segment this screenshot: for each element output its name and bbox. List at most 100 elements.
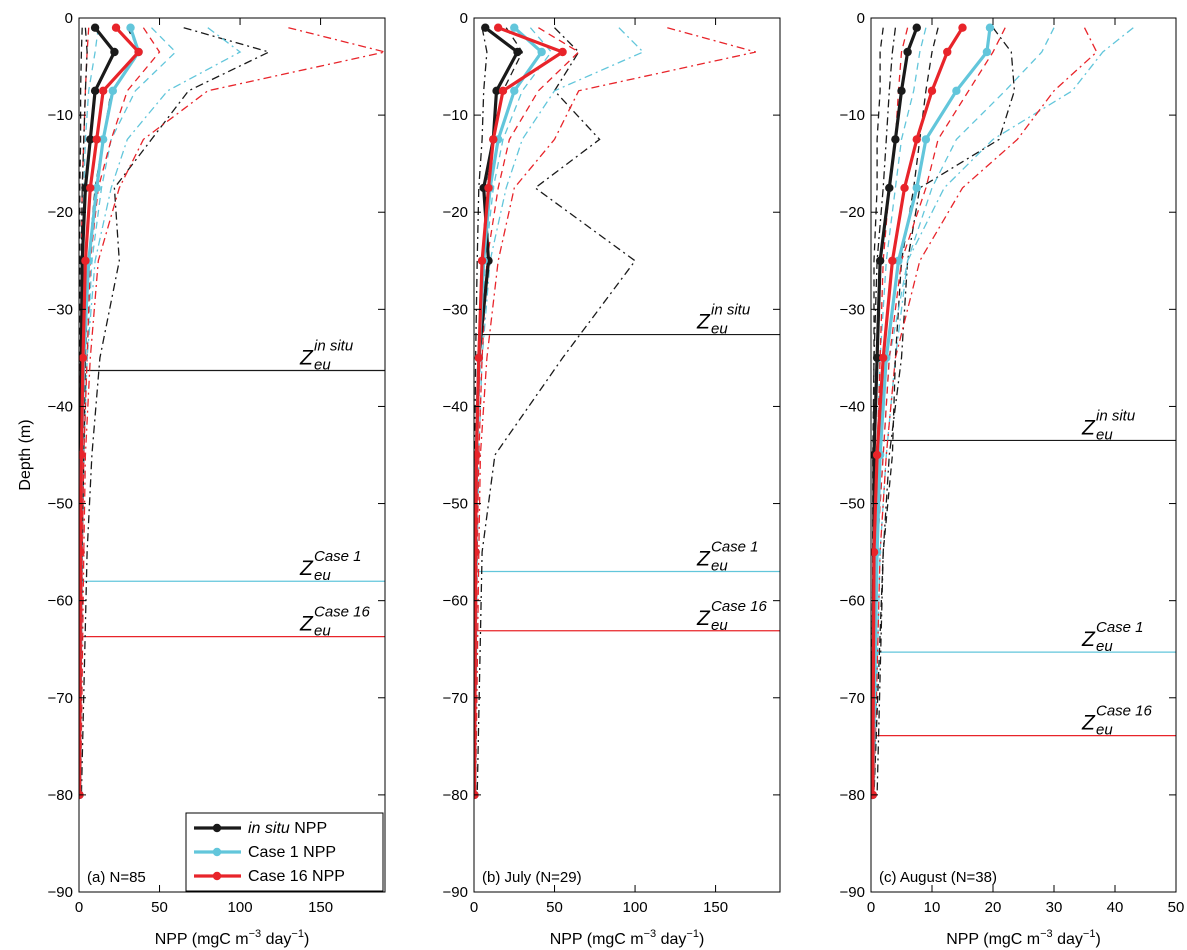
- range-line-5: [474, 27, 756, 795]
- x-tick-label: 0: [470, 899, 478, 916]
- data-point: [79, 450, 86, 460]
- zeu-label-2: Z: [696, 548, 711, 571]
- x-tick-label: 0: [75, 899, 83, 916]
- range-line-5: [873, 27, 1098, 795]
- data-point: [958, 23, 967, 32]
- range-line-3: [876, 27, 1016, 795]
- data-point: [871, 547, 879, 557]
- data-point: [872, 450, 882, 460]
- y-tick-label: −40: [443, 398, 468, 415]
- range-line-3: [476, 27, 637, 795]
- y-tick-label: −50: [48, 496, 73, 513]
- zeu-label-sup: in situ: [314, 338, 354, 355]
- data-point: [477, 256, 487, 265]
- zeu-label-sup: Case 16: [711, 598, 768, 615]
- data-point: [872, 353, 882, 363]
- y-tick-label: −90: [443, 884, 468, 901]
- data-point: [885, 183, 894, 193]
- data-point: [81, 256, 90, 265]
- data-point: [108, 86, 118, 96]
- data-point: [481, 23, 490, 32]
- range-line-5: [79, 27, 385, 795]
- x-tick-label: 150: [308, 899, 333, 916]
- zeu-label-sub: eu: [711, 321, 728, 338]
- data-point: [111, 23, 121, 32]
- y-tick-label: −50: [840, 496, 865, 513]
- y-tick-label: −40: [48, 398, 73, 415]
- legend-swatch-marker: [212, 847, 222, 857]
- data-point: [474, 353, 484, 363]
- y-tick-label: −80: [840, 787, 865, 804]
- range-line-12: [872, 27, 1006, 795]
- y-tick-label: −20: [840, 204, 865, 221]
- y-tick-label: −50: [443, 496, 468, 513]
- data-point: [474, 450, 481, 460]
- data-point: [912, 183, 921, 193]
- y-tick-label: 0: [65, 10, 73, 27]
- legend: in situ NPP Case 1 NPP Case 16 NPP: [185, 812, 384, 892]
- data-point: [489, 135, 498, 144]
- axes-frame: [78, 17, 386, 893]
- zeu-label-sup: in situ: [1096, 407, 1136, 424]
- data-point: [558, 47, 567, 57]
- y-tick-label: −30: [48, 301, 73, 318]
- axes-frame: [473, 17, 781, 893]
- y-tick-label: −70: [443, 690, 468, 707]
- data-point: [891, 135, 900, 144]
- y-tick-label: 0: [460, 10, 468, 27]
- x-tick-label: 40: [1107, 899, 1124, 916]
- x-tick-label: 50: [546, 899, 563, 916]
- data-point: [952, 86, 961, 96]
- zeu-label-1: Z: [1081, 416, 1096, 439]
- data-point: [110, 47, 119, 57]
- data-point: [98, 86, 108, 96]
- data-point: [985, 23, 995, 32]
- x-tick-label: 100: [623, 899, 648, 916]
- zeu-label-1: Z: [299, 347, 314, 370]
- y-tick-label: −10: [840, 107, 865, 124]
- range-line-4: [79, 27, 242, 795]
- y-tick-label: −10: [48, 107, 73, 124]
- x-tick-label: 0: [867, 899, 875, 916]
- data-point: [912, 135, 921, 144]
- y-tick-label: −80: [443, 787, 468, 804]
- data-point: [513, 47, 522, 57]
- x-tick-label: 10: [924, 899, 941, 916]
- zeu-label-sub: eu: [314, 623, 331, 640]
- y-tick-label: −20: [48, 204, 73, 221]
- y-tick-label: −20: [443, 204, 468, 221]
- zeu-label-sub: eu: [1096, 638, 1113, 655]
- y-tick-label: −70: [48, 690, 73, 707]
- data-point: [888, 256, 897, 265]
- zeu-label-sub: eu: [1096, 426, 1113, 443]
- y-axis-label: Depth (m): [17, 419, 34, 490]
- range-line-7: [474, 27, 553, 795]
- zeu-label-sup: in situ: [711, 302, 751, 319]
- range-line-4: [873, 27, 1134, 795]
- series-1: [871, 27, 992, 795]
- series-1: [474, 26, 544, 795]
- y-tick-label: −10: [443, 107, 468, 124]
- x-axis-label: NPP (mgC m−3 day−1): [155, 928, 310, 948]
- y-tick-label: −60: [48, 593, 73, 610]
- y-tick-label: −80: [48, 787, 73, 804]
- range-line-8: [79, 27, 90, 795]
- data-point: [879, 353, 888, 363]
- data-point: [126, 23, 135, 32]
- data-point: [982, 47, 992, 57]
- data-point: [484, 183, 493, 193]
- data-point: [90, 86, 100, 96]
- data-point: [510, 23, 519, 32]
- data-point: [79, 547, 85, 557]
- zeu-label-sup: Case 16: [1096, 703, 1153, 720]
- legend-swatch-marker: [212, 823, 222, 833]
- zeu-label-sub: eu: [1096, 722, 1113, 739]
- legend-item-label: in situ NPP: [248, 820, 327, 837]
- range-line-8: [474, 27, 580, 795]
- y-tick-label: −90: [48, 884, 73, 901]
- x-tick-label: 50: [151, 899, 168, 916]
